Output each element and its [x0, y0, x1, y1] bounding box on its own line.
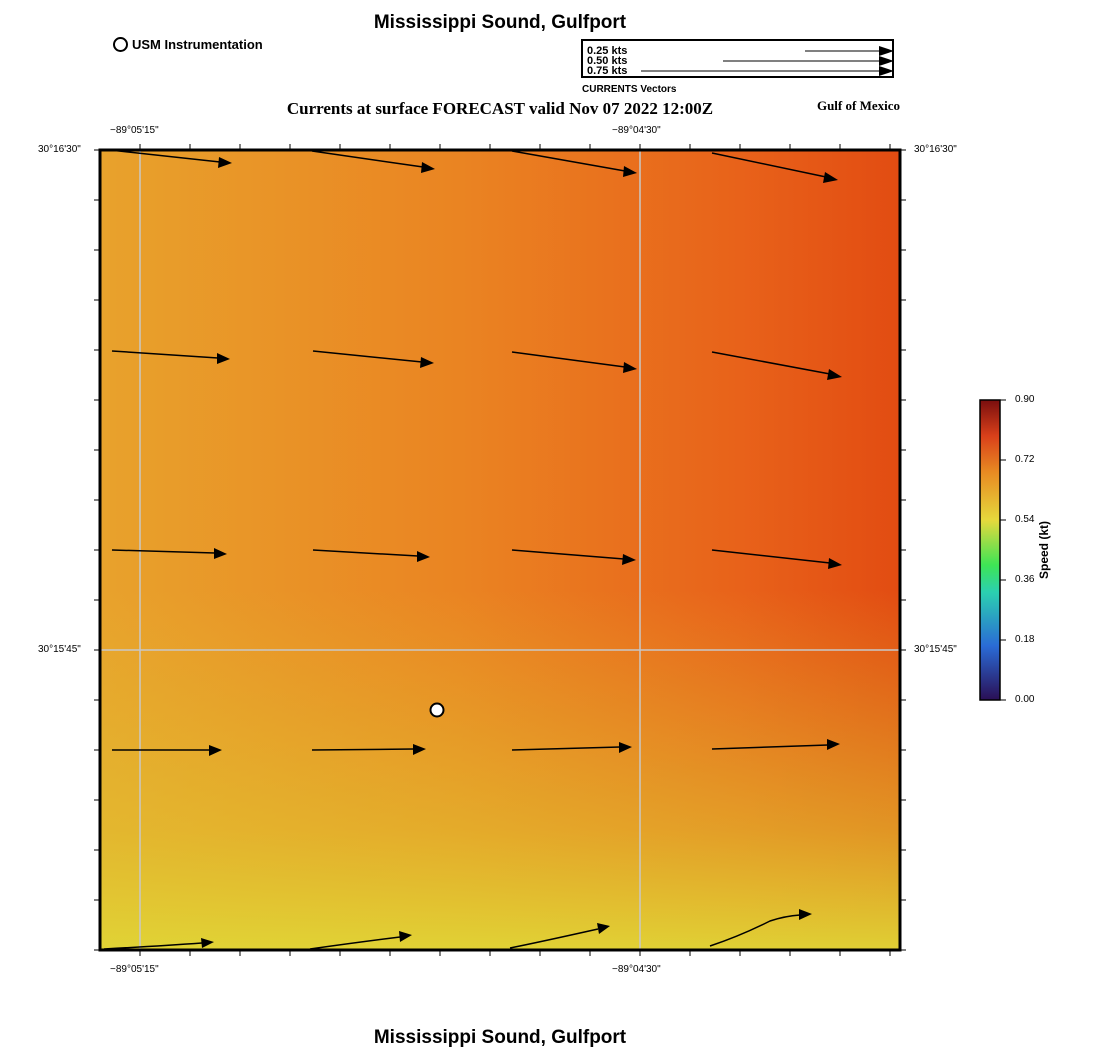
colorbar	[979, 399, 1001, 701]
current-vector-head	[828, 558, 842, 569]
legend-arrowhead-0.25	[879, 46, 894, 56]
current-vector-head	[622, 554, 636, 565]
lon-label-bottom-2: −89°04'30"	[612, 964, 661, 975]
lat-label-right-2: 30°15'45"	[914, 644, 957, 655]
vector-legend-label-3: 0.75 kts	[587, 65, 628, 77]
vector-legend-label-2: 0.50 kts	[587, 55, 628, 67]
colorbar-tick-label: 0.54	[1015, 514, 1035, 525]
map-subtitle: Currents at surface FORECAST valid Nov 0…	[286, 99, 714, 118]
current-vector-head	[623, 362, 637, 373]
current-vector	[511, 351, 626, 368]
current-vector-head	[201, 938, 214, 948]
current-vector-head	[823, 172, 838, 183]
vector-legend-arrows	[641, 46, 894, 76]
colorbar-tick-label: 0.90	[1015, 394, 1035, 405]
open-circle-icon	[113, 37, 128, 52]
lon-label-top-1: −89°05'15"	[110, 125, 159, 136]
current-vector-head	[399, 931, 412, 942]
current-vector-head	[420, 357, 434, 368]
map-title-bottom: Mississippi Sound, Gulfport	[373, 1027, 627, 1048]
frame-ticks	[94, 144, 906, 956]
lon-label-top-2: −89°04'30"	[612, 125, 661, 136]
colorbar-ticks	[1000, 399, 1006, 701]
region-label: Gulf of Mexico	[816, 98, 900, 113]
current-vector	[709, 914, 801, 947]
current-vector	[111, 350, 219, 359]
current-vector-head	[214, 548, 227, 559]
legend-arrowhead-0.75	[879, 66, 894, 76]
current-vector	[711, 351, 831, 375]
lon-label-bottom-1: −89°05'15"	[110, 964, 159, 975]
current-vector	[103, 942, 203, 950]
current-vector-head	[623, 166, 637, 177]
colorbar-label: Speed (kt)	[1037, 520, 1051, 580]
current-vector	[509, 928, 599, 949]
current-vector	[711, 152, 827, 178]
current-vector	[109, 149, 221, 163]
current-vector	[309, 936, 401, 950]
colorbar-tick-label: 0.00	[1015, 694, 1035, 705]
current-vector-head	[218, 157, 232, 168]
current-vector-head	[799, 909, 812, 920]
current-vector-head	[827, 739, 840, 750]
current-vector-head	[619, 742, 632, 753]
lat-label-right-1: 30°16'30"	[914, 144, 957, 155]
vector-legend-caption: CURRENTS Vectors	[582, 84, 677, 95]
current-vector	[511, 549, 625, 560]
map-title: Mississippi Sound, Gulfport	[373, 12, 627, 33]
station-legend: USM Instrumentation	[113, 37, 263, 52]
current-vector-head	[421, 162, 435, 173]
colorbar-tick-label: 0.72	[1015, 454, 1035, 465]
current-vector	[111, 549, 216, 554]
vector-legend-label-1: 0.25 kts	[587, 45, 628, 57]
speed-field-low-overlay	[100, 150, 900, 950]
lat-label-left-2: 30°15'45"	[38, 644, 81, 655]
current-vector-head	[413, 744, 426, 755]
vector-legend: 0.25 kts 0.50 kts 0.75 kts	[581, 39, 894, 78]
lat-label-left-1: 30°16'30"	[38, 144, 81, 155]
current-vector-head	[597, 923, 610, 934]
legend-arrowhead-0.50	[879, 56, 894, 66]
current-vector	[311, 748, 415, 751]
current-vector	[511, 150, 626, 172]
current-vector	[511, 746, 621, 751]
current-vector	[711, 744, 829, 750]
current-vectors	[103, 149, 842, 950]
current-vector	[312, 350, 423, 363]
current-vector	[311, 150, 424, 168]
station-legend-label: USM Instrumentation	[132, 37, 263, 52]
colorbar-tick-label: 0.36	[1015, 574, 1035, 585]
current-vector	[312, 549, 419, 557]
current-vector-head	[827, 369, 842, 380]
current-vector-head	[417, 551, 430, 562]
station-marker-usm[interactable]	[429, 702, 445, 718]
current-vector-head	[217, 353, 230, 364]
colorbar-tick-label: 0.18	[1015, 634, 1035, 645]
current-vector	[711, 549, 831, 564]
current-vector-head	[209, 745, 222, 756]
